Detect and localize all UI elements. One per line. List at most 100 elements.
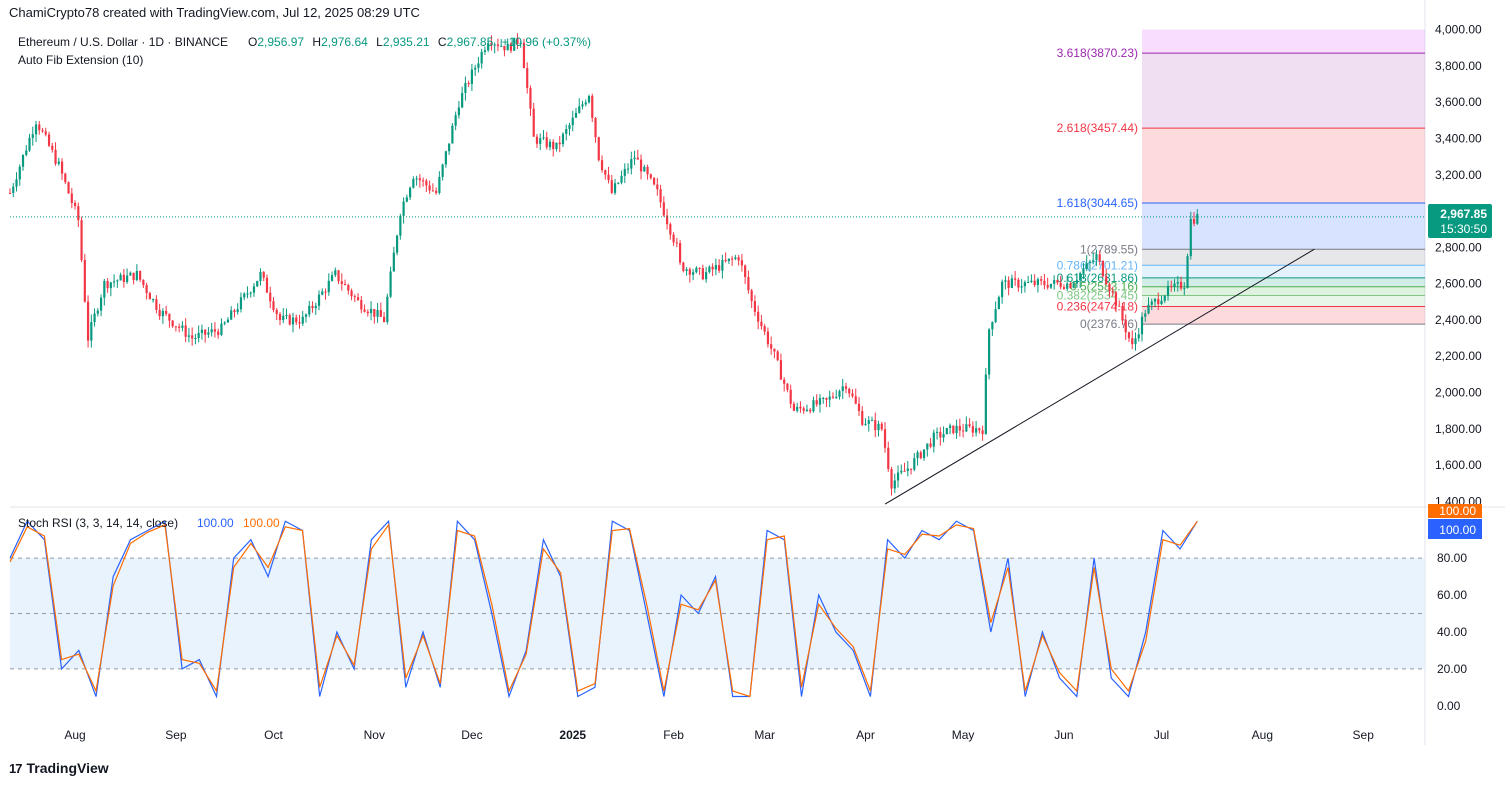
- candle-body: [620, 175, 623, 183]
- candle-body: [636, 157, 639, 160]
- stoch-rsi-pane[interactable]: 80.00 60.00 40.00 20.00 0.00: [9, 519, 1467, 713]
- candle-body: [230, 310, 233, 320]
- candle-body: [1114, 292, 1118, 306]
- candle-body: [935, 431, 939, 433]
- candle-body: [451, 125, 454, 144]
- open-value: 2,956.97: [257, 35, 304, 49]
- candle-body: [155, 299, 158, 310]
- candle-body: [18, 166, 21, 180]
- candle-body: [870, 420, 874, 422]
- candle-body: [103, 281, 106, 298]
- candle-body: [474, 67, 477, 70]
- candle-body: [630, 159, 633, 169]
- price-tick-label: 1,800.00: [1435, 422, 1482, 436]
- candle-body: [672, 234, 675, 243]
- candle-body: [415, 178, 418, 180]
- candle-body: [584, 102, 587, 105]
- candle-body: [1036, 279, 1040, 285]
- candle-body: [545, 137, 548, 148]
- candle-body: [581, 104, 584, 107]
- candle-body: [1098, 254, 1101, 262]
- candle-body: [207, 332, 210, 335]
- candle-body: [981, 430, 984, 435]
- candle-body: [939, 431, 942, 438]
- candle-body: [587, 95, 591, 103]
- candle-body: [698, 267, 701, 269]
- candle-body: [373, 309, 376, 317]
- candle-body: [1069, 283, 1072, 288]
- candle-body: [379, 310, 382, 317]
- candle-body: [718, 265, 721, 271]
- candle-body: [308, 305, 311, 315]
- candle-body: [324, 291, 327, 293]
- fib-zone: [1142, 306, 1425, 325]
- candle-body: [90, 322, 93, 341]
- candle-body: [106, 281, 109, 289]
- candle-body: [997, 297, 1000, 310]
- candle-body: [210, 329, 213, 333]
- fib-level-label: 0(2376.76): [1080, 317, 1138, 331]
- candle-body: [350, 290, 353, 297]
- candle-body: [77, 206, 80, 221]
- candle-body: [272, 301, 275, 310]
- last-price-badge: [1428, 204, 1492, 238]
- close-value: 2,967.85: [447, 35, 494, 49]
- candle-body: [978, 428, 981, 431]
- candle-body: [711, 266, 714, 270]
- candle-body: [688, 269, 691, 275]
- stoch-rsi-tick-label: 80.00: [1437, 551, 1467, 565]
- candle-body: [483, 50, 487, 52]
- candle-body: [73, 202, 77, 207]
- candle-body: [1075, 280, 1079, 284]
- candle-body: [818, 398, 822, 405]
- candle-body: [44, 131, 47, 135]
- candle-body: [86, 301, 90, 341]
- candle-body: [1144, 313, 1147, 317]
- candle-body: [744, 265, 747, 278]
- candle-body: [200, 329, 204, 333]
- candle-body: [724, 259, 727, 262]
- candle-body: [991, 321, 994, 330]
- candle-body: [256, 280, 259, 287]
- candle-body: [574, 112, 578, 118]
- price-tick-label: 2,800.00: [1435, 240, 1482, 254]
- candle-body: [958, 425, 961, 431]
- candle-body: [301, 316, 304, 324]
- candle-body: [57, 161, 60, 164]
- stoch-d-line: [9, 520, 1198, 698]
- candle-body: [1007, 280, 1010, 288]
- tradingview-logo[interactable]: 17 TradingView: [9, 760, 109, 776]
- candle-body: [802, 408, 805, 411]
- candle-body: [1101, 261, 1105, 277]
- fib-zone: [1142, 277, 1425, 287]
- candle-body: [961, 430, 965, 432]
- candle-body: [356, 297, 360, 301]
- candle-body: [613, 183, 617, 193]
- candle-body: [1088, 261, 1092, 264]
- candle-body: [874, 420, 877, 431]
- candle-body: [1196, 213, 1199, 224]
- candle-body: [542, 137, 545, 139]
- candle-body: [721, 259, 724, 271]
- candle-body: [848, 388, 851, 394]
- time-axis[interactable]: Aug Sep Oct Nov Dec 2025 Feb Mar Apr May Jun Jul Aug…: [64, 728, 1374, 742]
- candle-body: [288, 315, 291, 325]
- candle-body: [1092, 260, 1095, 262]
- candle-body: [867, 420, 870, 424]
- candle-body: [633, 157, 636, 160]
- candle-body: [226, 319, 230, 323]
- candle-body: [236, 309, 239, 313]
- candle-body: [678, 242, 682, 263]
- candle-body: [1147, 304, 1150, 314]
- candle-body: [119, 274, 122, 281]
- candle-body: [529, 87, 532, 109]
- time-tick-label: Feb: [663, 728, 684, 742]
- candle-body: [8, 192, 12, 194]
- candle-body: [1040, 279, 1043, 281]
- candle-body: [112, 281, 116, 283]
- candle-body: [503, 45, 506, 51]
- candle-body: [311, 305, 314, 309]
- fib-level-label: 2.618(3457.44): [1057, 121, 1138, 135]
- candle-body: [883, 429, 887, 448]
